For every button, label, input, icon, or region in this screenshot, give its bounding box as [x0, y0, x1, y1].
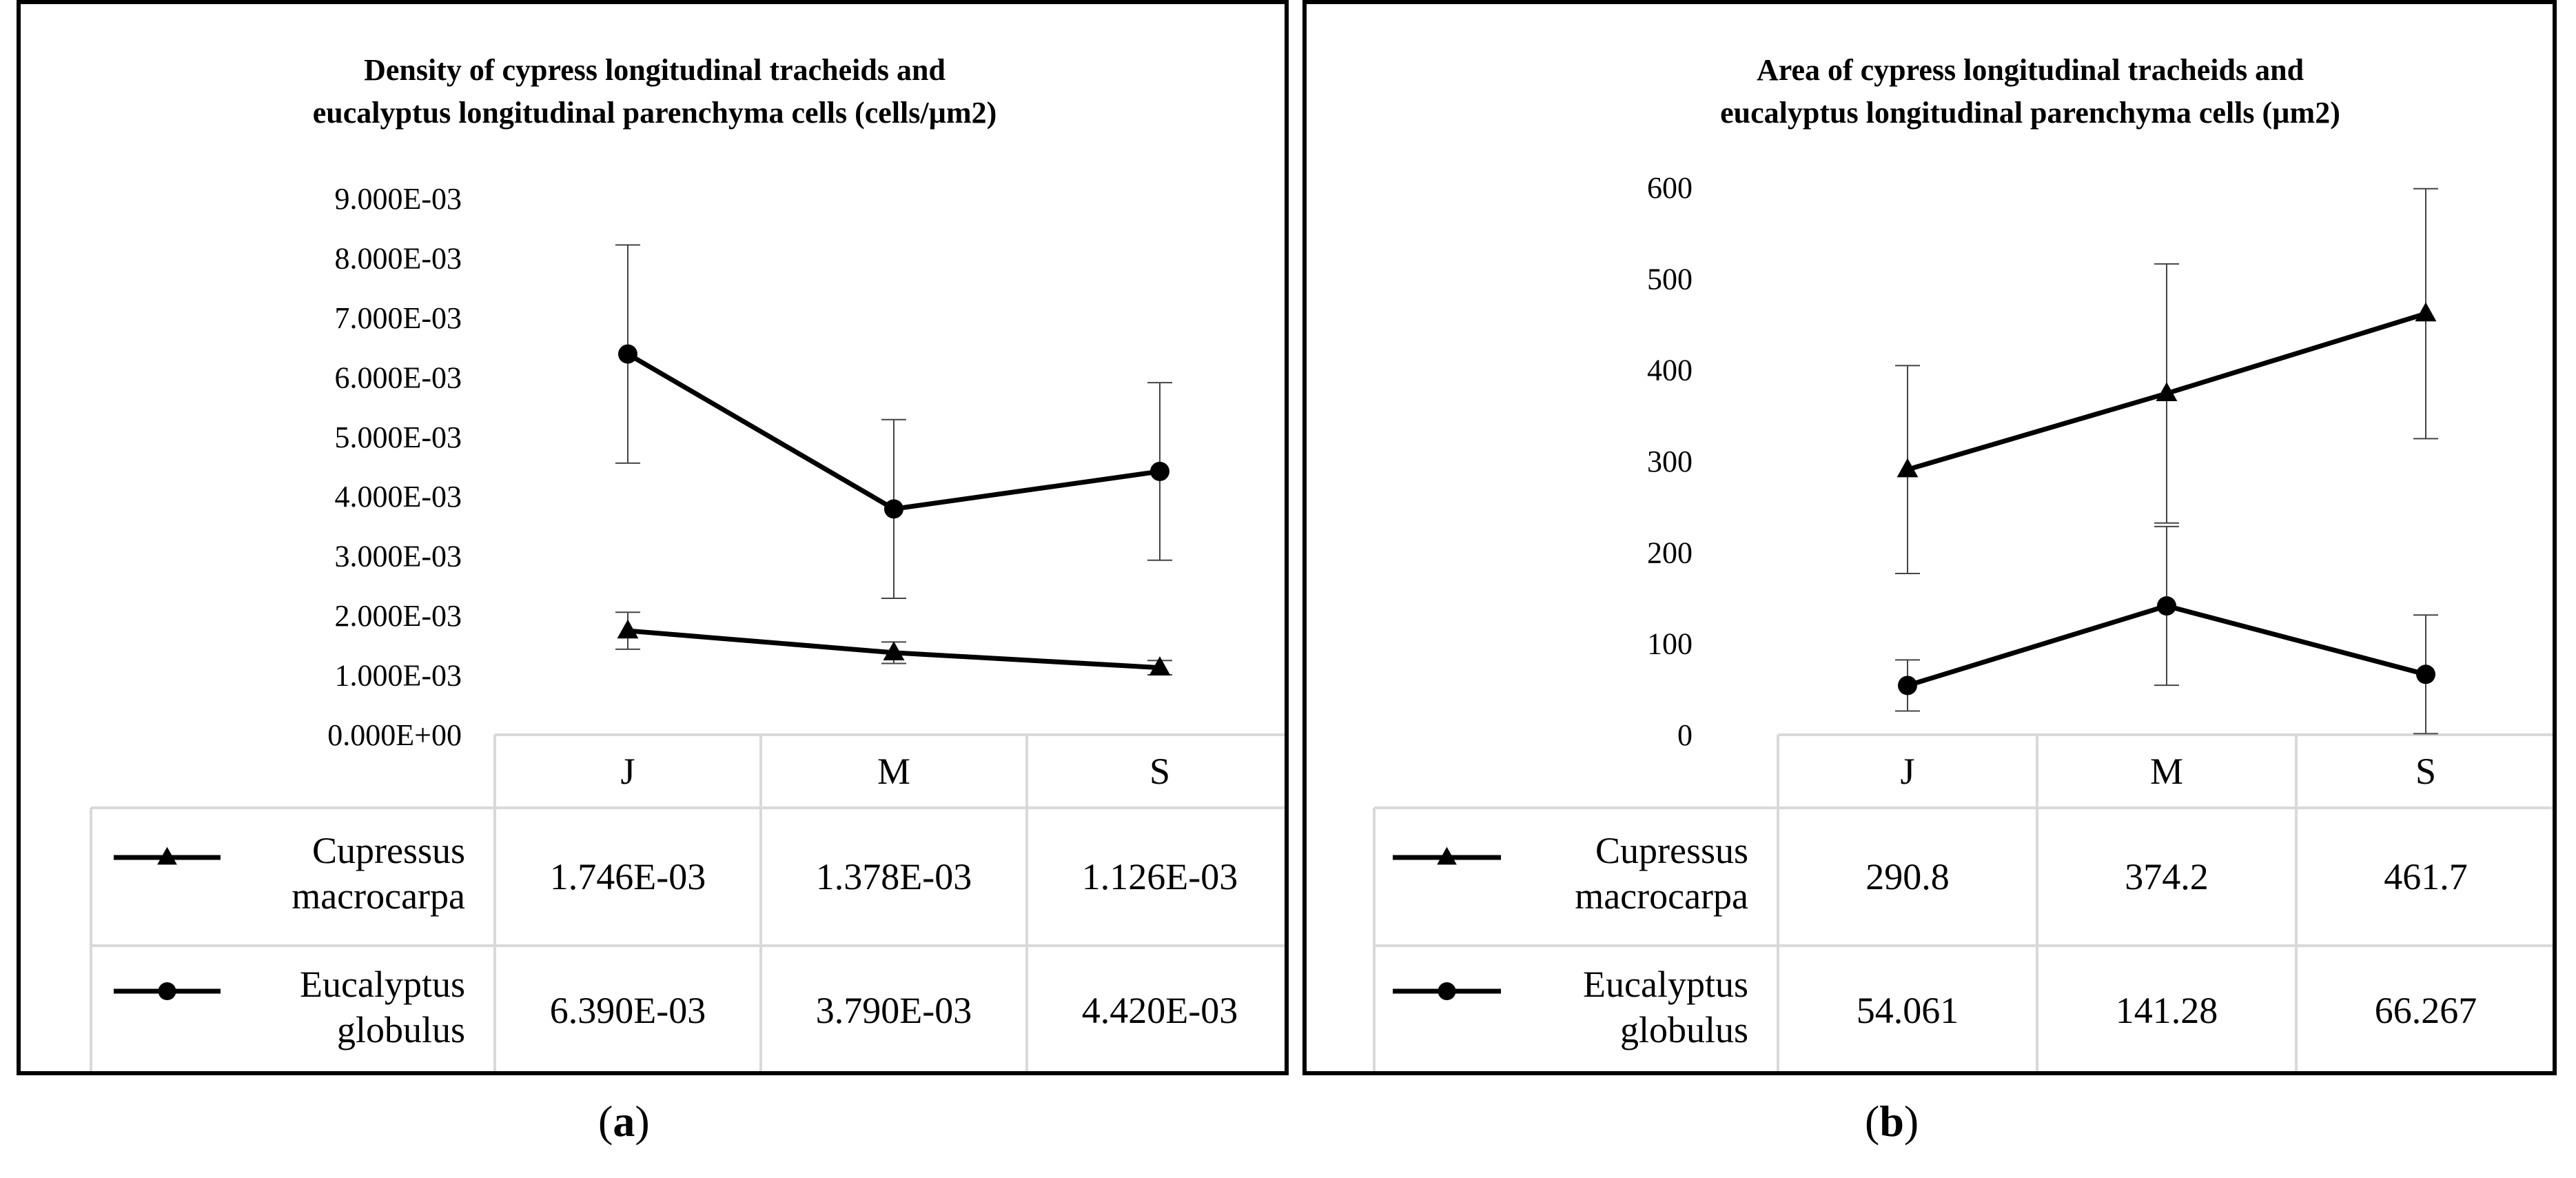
- data-point: [2156, 382, 2178, 401]
- chart-title-line-1: Area of cypress longitudinal tracheids a…: [1757, 53, 2304, 87]
- y-tick-label: 8.000E-03: [334, 241, 462, 275]
- legend-key-marker: [1438, 982, 1456, 1000]
- caption-a: (a): [598, 1097, 650, 1146]
- legend-key-marker: [158, 982, 176, 1000]
- data-table-value: 1.126E-03: [1082, 856, 1238, 897]
- legend-label: Cupressus: [1595, 830, 1748, 871]
- chart-panel-b: Area of cypress longitudinal tracheids a…: [1302, 0, 2557, 1075]
- category-label: J: [1900, 751, 1914, 792]
- y-tick-label: 5.000E-03: [334, 420, 462, 454]
- y-tick-label: 0.000E+00: [327, 718, 462, 752]
- data-table-value: 3.790E-03: [816, 990, 972, 1031]
- y-tick-label: 200: [1647, 536, 1693, 569]
- data-point: [1149, 656, 1171, 676]
- data-point: [2157, 596, 2176, 616]
- y-tick-label: 500: [1647, 262, 1693, 296]
- data-point: [2416, 664, 2435, 684]
- y-tick-label: 4.000E-03: [334, 480, 462, 514]
- category-label: S: [2415, 751, 2436, 792]
- category-label: J: [620, 751, 635, 792]
- y-tick-label: 0: [1677, 718, 1693, 752]
- data-table-value: 461.7: [2384, 856, 2468, 897]
- data-table-value: 4.420E-03: [1082, 990, 1238, 1031]
- data-table-value: 374.2: [2125, 856, 2209, 897]
- data-point: [2415, 302, 2437, 322]
- chart-title-line-2: eucalyptus longitudinal parenchyma cells…: [1720, 96, 2340, 130]
- legend-label: Eucalyptus: [300, 964, 465, 1005]
- data-table-value: 6.390E-03: [550, 990, 706, 1031]
- y-tick-label: 1.000E-03: [334, 659, 462, 693]
- y-tick-label: 100: [1647, 627, 1693, 661]
- y-tick-label: 2.000E-03: [334, 599, 462, 633]
- legend-label: globulus: [1620, 1009, 1748, 1050]
- y-tick-label: 600: [1647, 171, 1693, 205]
- category-label: M: [877, 751, 910, 792]
- data-point: [884, 499, 903, 519]
- category-label: S: [1149, 751, 1170, 792]
- y-tick-label: 3.000E-03: [334, 540, 462, 573]
- data-table-value: 66.267: [2375, 990, 2477, 1031]
- data-point: [1898, 676, 1917, 695]
- legend-label: Cupressus: [312, 830, 465, 871]
- caption-b-letter: b: [1879, 1097, 1904, 1146]
- area-chart: Area of cypress longitudinal tracheids a…: [1373, 53, 2553, 1071]
- chart-title-line-2: eucalyptus longitudinal parenchyma cells…: [313, 96, 997, 130]
- y-tick-label: 9.000E-03: [334, 182, 462, 216]
- legend-label: macrocarpa: [1575, 875, 1748, 917]
- data-table-value: 1.378E-03: [816, 856, 972, 897]
- y-tick-label: 6.000E-03: [334, 360, 462, 394]
- caption-b: (b): [1865, 1097, 1919, 1146]
- data-point: [883, 641, 905, 661]
- density-chart: Density of cypress longitudinal tracheid…: [90, 53, 1285, 1071]
- legend-label: macrocarpa: [292, 875, 465, 917]
- chart-panel-a: Density of cypress longitudinal tracheid…: [17, 0, 1289, 1075]
- y-tick-label: 400: [1647, 354, 1693, 387]
- data-point: [618, 344, 637, 364]
- data-table-value: 290.8: [1865, 856, 1950, 897]
- data-table-value: 1.746E-03: [550, 856, 706, 897]
- legend-key-marker: [1437, 846, 1457, 865]
- data-point: [617, 619, 639, 639]
- y-tick-label: 7.000E-03: [334, 301, 462, 335]
- data-table-value: 54.061: [1857, 990, 1959, 1031]
- category-label: M: [2150, 751, 2183, 792]
- legend-label: Eucalyptus: [1583, 964, 1748, 1005]
- chart-title-line-1: Density of cypress longitudinal tracheid…: [364, 53, 945, 87]
- data-point: [1150, 461, 1169, 481]
- y-tick-label: 300: [1647, 445, 1693, 478]
- legend-key-marker: [157, 846, 177, 865]
- caption-a-letter: a: [613, 1097, 635, 1146]
- data-table-value: 141.28: [2116, 990, 2218, 1031]
- data-point: [1897, 458, 1919, 478]
- legend-label: globulus: [337, 1009, 465, 1050]
